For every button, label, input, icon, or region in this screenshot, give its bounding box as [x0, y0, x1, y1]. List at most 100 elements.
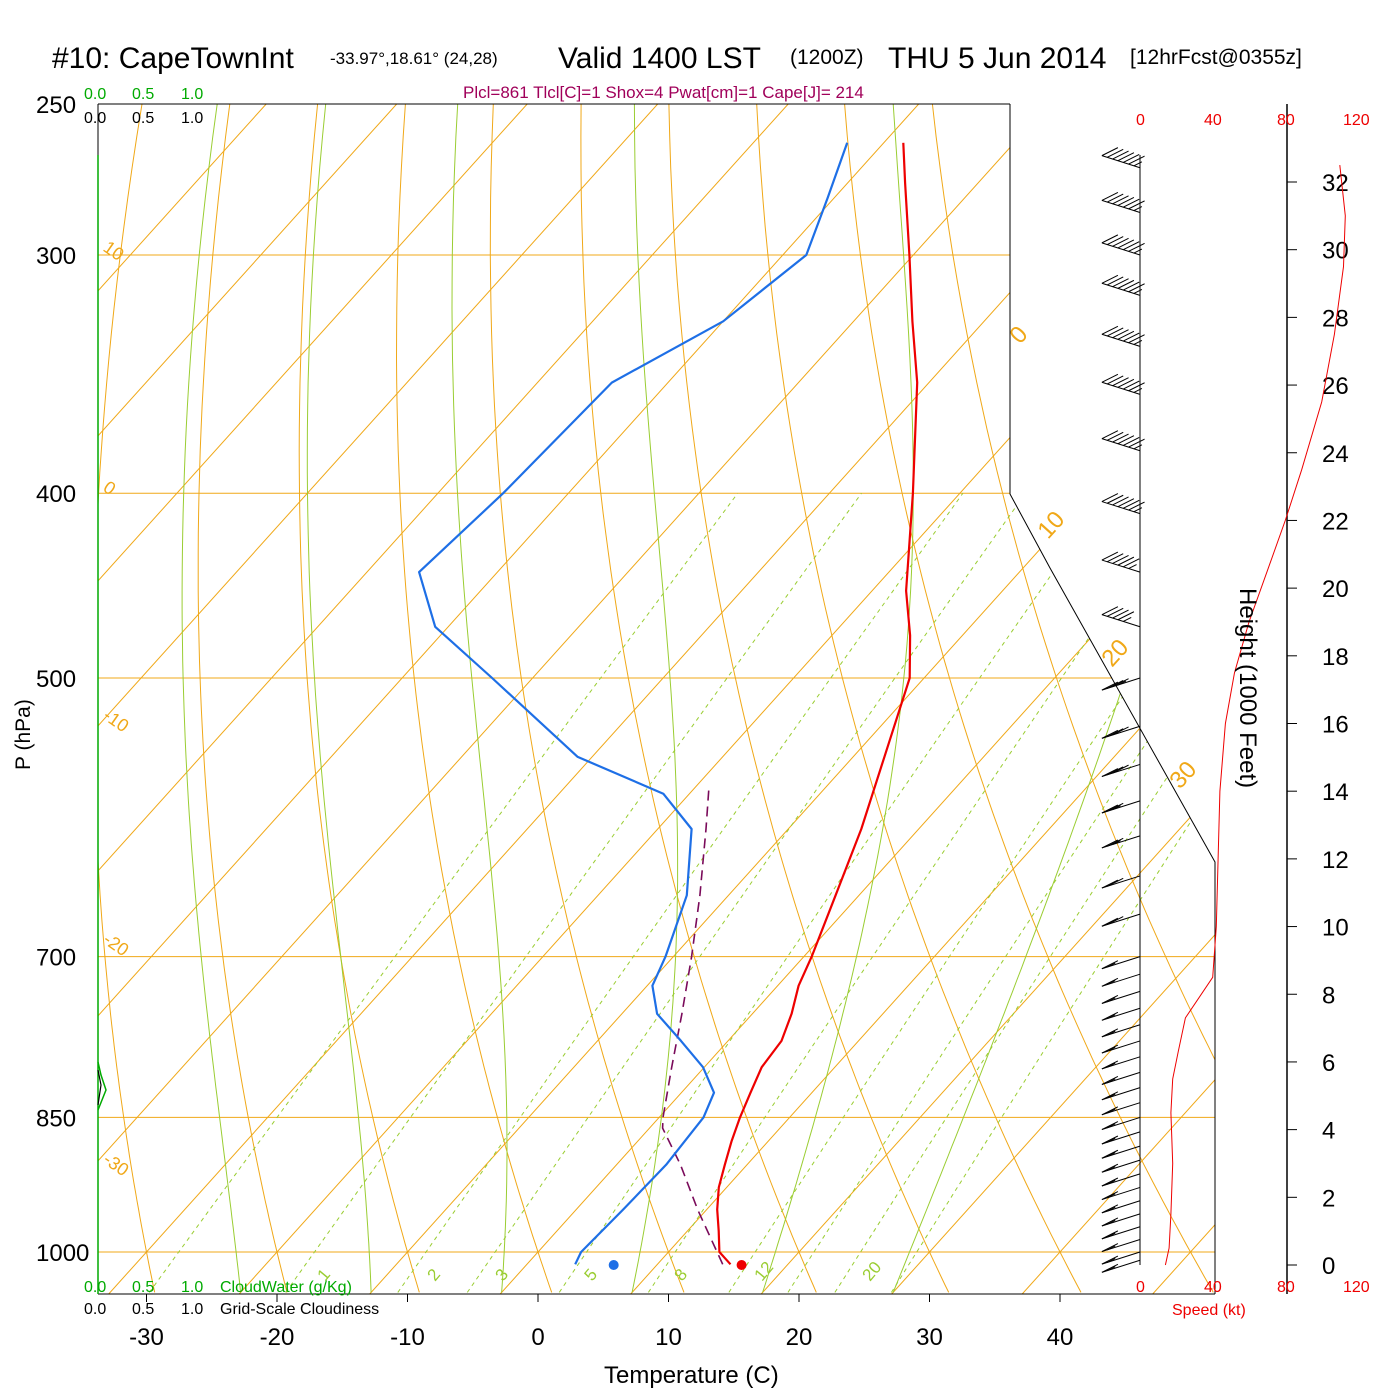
barb-half-flag	[1107, 1078, 1116, 1084]
pressure-tick-700: 700	[36, 945, 76, 972]
barb-flag	[1117, 239, 1135, 249]
barb-flag	[1117, 330, 1135, 340]
wind-barb	[1101, 1102, 1141, 1116]
wind-barb	[1101, 234, 1145, 256]
isotherm--90	[98, 104, 398, 1294]
barb-flag	[1101, 191, 1119, 201]
barb-flag	[1128, 382, 1145, 392]
barb-flag	[1101, 1011, 1119, 1021]
barb-flag	[1107, 679, 1124, 689]
barb-flag	[1101, 1230, 1119, 1240]
barb-half-flag	[1107, 1030, 1116, 1036]
height-tick-2: 2	[1322, 1185, 1335, 1212]
wind-barb	[1101, 551, 1141, 573]
dry-adiabat-30	[668, 104, 950, 1293]
barb-half-flag	[1107, 1062, 1116, 1068]
barb-flag	[1101, 681, 1119, 691]
speed-tick-top-2: 80	[1277, 112, 1295, 129]
barb-half-flag	[1107, 1166, 1116, 1171]
x-axis-title: Temperature (C)	[604, 1362, 779, 1389]
cloud-cover-label: Grid-Scale Cloudiness	[220, 1301, 379, 1318]
barb-flag	[1112, 496, 1129, 506]
isotherm--60	[98, 104, 789, 1294]
mixing-ratio-label-8: 8	[671, 1265, 692, 1284]
mixing-ratio-label-3: 3	[492, 1265, 513, 1284]
y-axis-title: P (hPa)	[12, 699, 35, 770]
barb-flag	[1101, 917, 1119, 927]
cloud-cover-tick-top-2: 1.0	[181, 110, 203, 127]
barb-shaft	[1101, 155, 1141, 169]
barb-flag	[1128, 438, 1145, 448]
wind-barb	[1101, 1056, 1141, 1070]
barb-flag	[1101, 325, 1119, 335]
barb-flag	[1112, 764, 1129, 774]
barb-half-flag	[1107, 1206, 1116, 1212]
barb-shaft	[1101, 501, 1141, 515]
speed-tick-top-0: 0	[1136, 112, 1145, 129]
cloud-cover-tick-top-0: 0.0	[84, 110, 106, 127]
cloud-water-tick-bottom-1: 0.5	[132, 1279, 154, 1296]
barb-flag	[1107, 916, 1124, 926]
barb-flag	[1101, 977, 1119, 987]
isotherm--70	[98, 104, 659, 1294]
station-title: #10: CapeTownInt	[52, 42, 294, 75]
barb-flag	[1101, 1255, 1119, 1265]
wind-barb	[1101, 1040, 1141, 1054]
barb-flag	[1101, 1044, 1119, 1054]
barb-flag	[1101, 1106, 1119, 1116]
barb-half-flag	[1107, 1137, 1116, 1143]
dry-adiabat--20	[197, 104, 288, 1293]
mixing-ratio-label-2: 2	[424, 1265, 445, 1284]
barb-flag	[1112, 150, 1129, 160]
barb-flag	[1128, 283, 1145, 293]
wind-barb	[1101, 1159, 1141, 1173]
barb-half-flag	[1133, 339, 1143, 345]
height-tick-16: 16	[1322, 712, 1349, 739]
cloud-cover-tick-top-1: 0.5	[132, 110, 154, 127]
barb-shaft	[1101, 242, 1141, 256]
barb-flag	[1107, 553, 1124, 563]
barb-half-flag	[1107, 1108, 1116, 1114]
valid-time: Valid 1400 LST	[558, 42, 761, 75]
mixing-ratio-line-20	[834, 492, 1215, 1293]
barb-flag	[1101, 804, 1119, 814]
dry-adiabat-label-0: 0	[100, 477, 120, 499]
barb-half-flag	[1107, 1266, 1116, 1272]
barb-flag	[1112, 237, 1129, 247]
height-tick-10: 10	[1322, 915, 1349, 942]
wind-barb	[1101, 430, 1145, 452]
barb-flag	[1107, 375, 1124, 385]
cloud-water-tick-bottom-0: 0.0	[84, 1279, 106, 1296]
moist-adiabat-30	[892, 104, 1215, 1293]
parcel-trace	[661, 786, 724, 1265]
barb-shaft	[1101, 559, 1141, 573]
stability-indices: Plcl=861 Tlcl[C]=1 Shox=4 Pwat[cm]=1 Cap…	[463, 83, 864, 102]
wind-barbs	[1101, 147, 1145, 1273]
height-tick-24: 24	[1322, 441, 1349, 468]
dry-adiabat-label--10: -10	[100, 705, 133, 736]
barb-flag	[1101, 551, 1119, 561]
height-tick-8: 8	[1322, 982, 1335, 1009]
dry-adiabat-110	[1363, 70, 1400, 1292]
barb-flag	[1101, 995, 1119, 1004]
temp-tick-0: 0	[531, 1324, 544, 1351]
barb-flag	[1101, 1028, 1119, 1038]
cloud-water-tick-top-2: 1.0	[181, 86, 203, 103]
barb-flag	[1123, 153, 1140, 163]
isotherm-label-30: 30	[1164, 756, 1202, 794]
dry-adiabat-90	[1188, 104, 1215, 1293]
wind-barb	[1101, 147, 1145, 169]
barb-flag	[1101, 1060, 1119, 1070]
barb-flag	[1112, 609, 1129, 619]
wind-barb	[1101, 493, 1145, 515]
wind-barb	[1101, 1087, 1141, 1101]
wind-barb	[1101, 1173, 1141, 1187]
mixing-ratio-line-0.4	[148, 492, 739, 1293]
cloud-cover-tick-bottom-0: 0.0	[84, 1301, 106, 1318]
wind-barb	[1101, 973, 1141, 987]
wind-barb	[1101, 1226, 1141, 1240]
height-tick-18: 18	[1322, 644, 1349, 671]
barb-flag	[1112, 278, 1129, 288]
